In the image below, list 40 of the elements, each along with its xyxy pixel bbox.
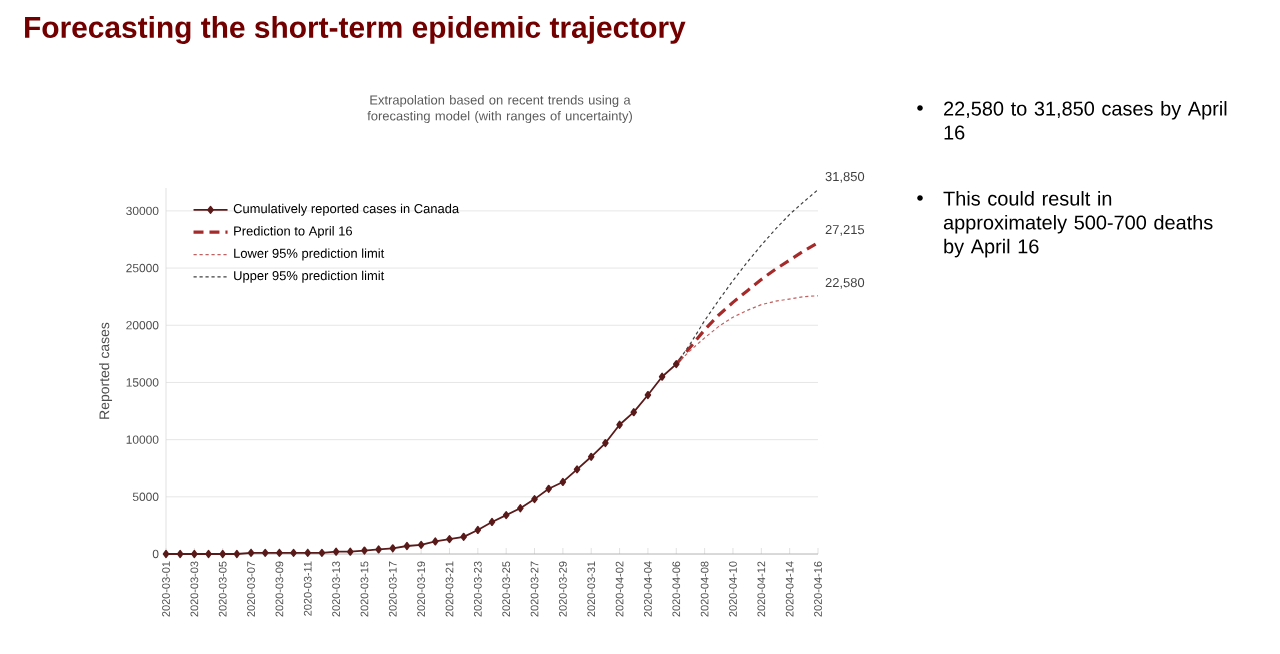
- point: [389, 544, 397, 553]
- point: [474, 525, 482, 535]
- text: This could result in approximately 500-700 deaths by April 16: [943, 191, 1213, 258]
- point: [233, 549, 241, 559]
- point: [672, 360, 680, 369]
- point: [545, 484, 552, 493]
- point: [261, 548, 269, 557]
- point: [176, 549, 184, 559]
- point: [346, 547, 354, 556]
- point: [162, 549, 170, 559]
- point: [375, 545, 382, 554]
- point: [531, 495, 538, 504]
- point: [616, 420, 623, 429]
- point: [318, 548, 326, 557]
- point: [644, 390, 652, 400]
- point: [502, 511, 510, 520]
- point: [559, 477, 567, 487]
- point: [488, 517, 496, 527]
- point: [517, 504, 524, 513]
- point: [191, 549, 198, 559]
- chart-title: Forecasting the short-term epidemic trajectory: [25, 16, 686, 44]
- point: [276, 548, 283, 557]
- point: [219, 549, 226, 559]
- point: [446, 535, 453, 544]
- point: [290, 548, 297, 557]
- point: [304, 548, 312, 557]
- point: [630, 408, 638, 417]
- point: [460, 532, 467, 541]
- point: [587, 452, 595, 461]
- point: [247, 548, 255, 557]
- point: [432, 537, 439, 546]
- point: [361, 546, 368, 555]
- point: [205, 549, 212, 559]
- text: 22,580 to 31,850 cases by April 16: [944, 101, 1227, 140]
- point: [573, 465, 581, 474]
- point: [403, 541, 411, 551]
- point: [332, 547, 340, 556]
- point: [417, 540, 425, 549]
- point: [602, 438, 609, 448]
- point: [658, 372, 666, 381]
